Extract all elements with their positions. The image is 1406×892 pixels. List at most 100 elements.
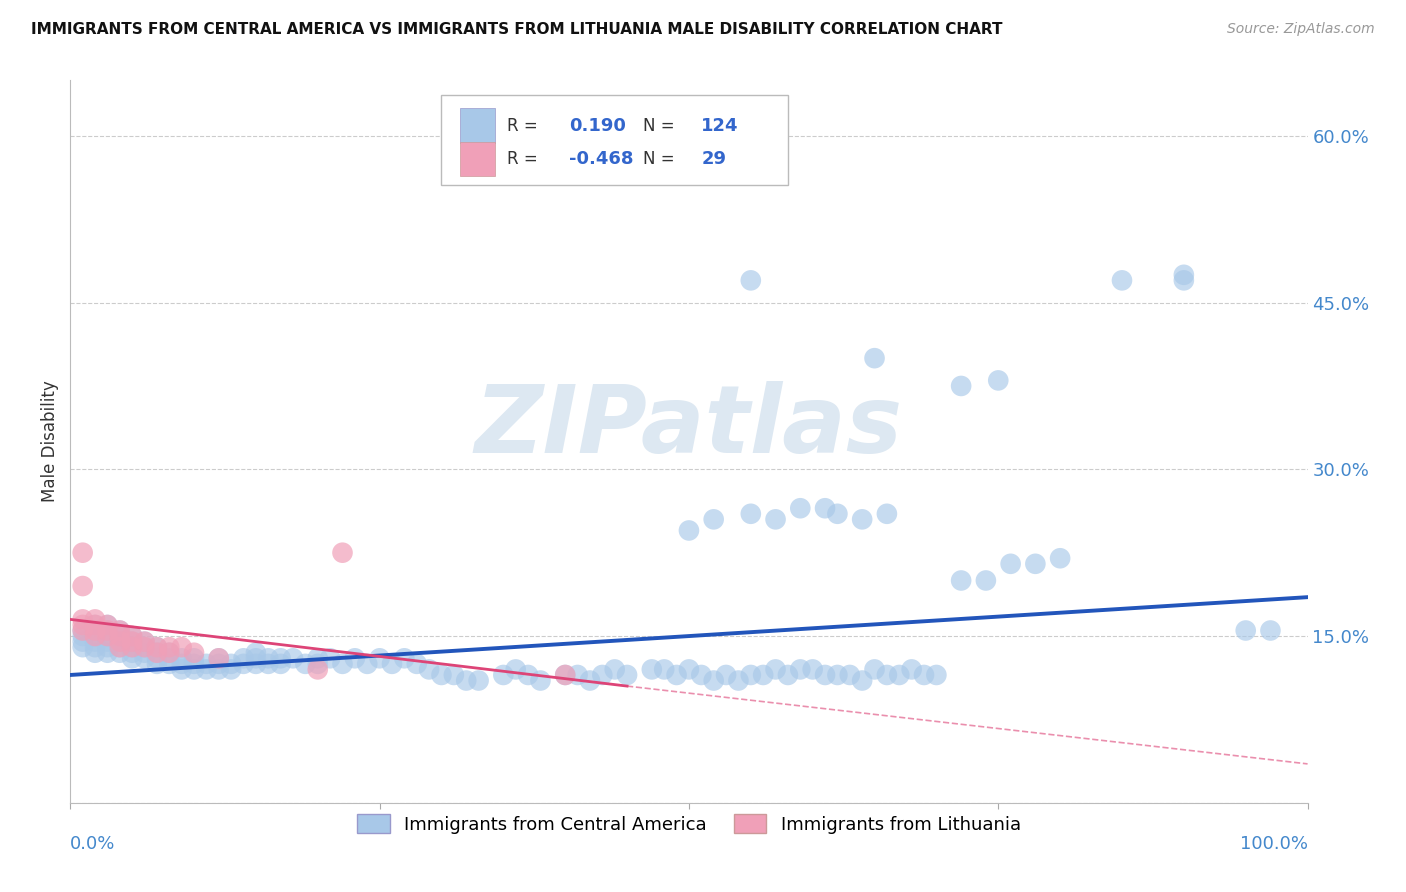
Point — [505, 662, 527, 676]
Point — [765, 512, 787, 526]
Point — [72, 629, 94, 643]
Point — [72, 546, 94, 560]
FancyBboxPatch shape — [441, 95, 787, 185]
Point — [134, 634, 156, 648]
Point — [195, 657, 218, 671]
Point — [84, 646, 107, 660]
Point — [765, 662, 787, 676]
Point — [294, 657, 316, 671]
Text: IMMIGRANTS FROM CENTRAL AMERICA VS IMMIGRANTS FROM LITHUANIA MALE DISABILITY COR: IMMIGRANTS FROM CENTRAL AMERICA VS IMMIG… — [31, 22, 1002, 37]
Point — [740, 507, 762, 521]
Point — [950, 379, 973, 393]
Point — [121, 640, 143, 655]
Point — [554, 668, 576, 682]
Point — [270, 657, 292, 671]
Point — [108, 624, 131, 638]
Point — [517, 668, 540, 682]
Point — [443, 668, 465, 682]
Point — [814, 668, 837, 682]
Point — [554, 668, 576, 682]
Point — [84, 634, 107, 648]
Point — [245, 646, 267, 660]
Point — [84, 640, 107, 655]
Point — [1000, 557, 1022, 571]
Point — [430, 668, 453, 682]
Point — [356, 657, 378, 671]
Text: 0.190: 0.190 — [569, 117, 626, 135]
Point — [121, 629, 143, 643]
Point — [678, 524, 700, 538]
Point — [157, 646, 180, 660]
Point — [157, 651, 180, 665]
Point — [332, 546, 354, 560]
Point — [157, 646, 180, 660]
Point — [170, 640, 193, 655]
Point — [208, 651, 231, 665]
Point — [456, 673, 478, 688]
Point — [134, 640, 156, 655]
Point — [368, 651, 391, 665]
Point — [146, 651, 169, 665]
Text: 100.0%: 100.0% — [1240, 835, 1308, 854]
Point — [912, 668, 935, 682]
Point — [84, 612, 107, 626]
Point — [84, 624, 107, 638]
Point — [257, 657, 280, 671]
Point — [134, 651, 156, 665]
Point — [418, 662, 440, 676]
Point — [776, 668, 799, 682]
Point — [678, 662, 700, 676]
Text: -0.468: -0.468 — [569, 150, 634, 168]
Text: ZIPatlas: ZIPatlas — [475, 381, 903, 473]
Point — [307, 662, 329, 676]
Point — [876, 507, 898, 521]
Point — [1173, 268, 1195, 282]
Point — [84, 618, 107, 632]
Point — [146, 646, 169, 660]
Point — [1024, 557, 1046, 571]
Point — [72, 624, 94, 638]
Point — [96, 629, 118, 643]
Point — [727, 673, 749, 688]
Point — [146, 640, 169, 655]
Point — [121, 646, 143, 660]
Point — [134, 646, 156, 660]
Point — [121, 640, 143, 655]
Point — [343, 651, 366, 665]
Text: Source: ZipAtlas.com: Source: ZipAtlas.com — [1227, 22, 1375, 37]
Point — [208, 651, 231, 665]
Text: R =: R = — [508, 117, 538, 135]
Point — [108, 640, 131, 655]
Point — [219, 662, 242, 676]
Point — [591, 668, 613, 682]
Point — [108, 640, 131, 655]
Point — [134, 634, 156, 648]
Point — [183, 646, 205, 660]
Point — [84, 624, 107, 638]
Point — [740, 273, 762, 287]
Text: 29: 29 — [702, 150, 727, 168]
Point — [146, 657, 169, 671]
Point — [245, 657, 267, 671]
Text: N =: N = — [643, 117, 675, 135]
Point — [96, 634, 118, 648]
Point — [851, 512, 873, 526]
Point — [740, 668, 762, 682]
Point — [567, 668, 589, 682]
Point — [121, 651, 143, 665]
Point — [72, 634, 94, 648]
Point — [1260, 624, 1282, 638]
Point — [529, 673, 551, 688]
Point — [183, 662, 205, 676]
Point — [72, 612, 94, 626]
Point — [157, 640, 180, 655]
Legend: Immigrants from Central America, Immigrants from Lithuania: Immigrants from Central America, Immigra… — [350, 807, 1028, 841]
Text: R =: R = — [508, 150, 538, 168]
Point — [838, 668, 860, 682]
Point — [801, 662, 824, 676]
Point — [108, 634, 131, 648]
Point — [245, 651, 267, 665]
Point — [665, 668, 688, 682]
Point — [96, 624, 118, 638]
Point — [616, 668, 638, 682]
